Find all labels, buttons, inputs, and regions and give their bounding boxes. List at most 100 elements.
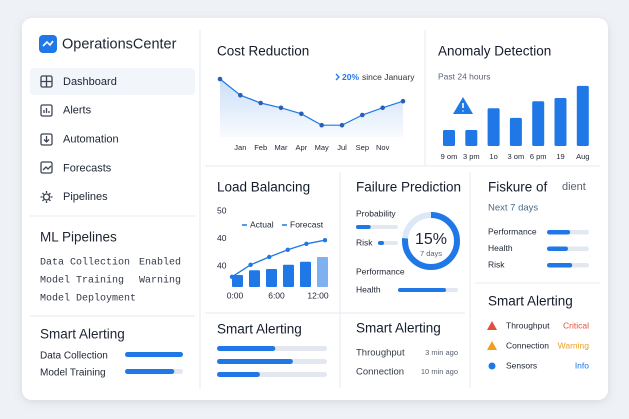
metric-label: Health bbox=[488, 243, 513, 253]
bar bbox=[356, 225, 371, 229]
bar bbox=[576, 85, 589, 146]
point bbox=[285, 247, 290, 252]
panel-title: Fiskure of bbox=[488, 180, 548, 195]
aside: dient bbox=[562, 181, 586, 193]
bar bbox=[465, 130, 478, 146]
pipeline-cell: Model Deployment bbox=[40, 293, 136, 305]
x-label: 12:00 bbox=[307, 290, 329, 300]
y-tick-label: 40 bbox=[217, 260, 227, 270]
panel-title: Smart Alerting bbox=[488, 294, 573, 309]
metric-label: Health bbox=[356, 284, 381, 294]
bar bbox=[266, 269, 277, 287]
bar bbox=[125, 352, 183, 357]
alert-label: Throughput bbox=[506, 320, 550, 330]
x-label: 0:00 bbox=[227, 290, 244, 300]
x-label: 19 bbox=[556, 152, 564, 161]
x-label: May bbox=[315, 143, 329, 152]
alert-label: Model Training bbox=[40, 368, 106, 379]
days: 7 days bbox=[420, 249, 442, 258]
alert-label: Data Collection bbox=[40, 351, 108, 362]
metric-label: Performance bbox=[356, 266, 405, 276]
alert-status: Critical bbox=[563, 320, 589, 330]
y-tick-label: 40 bbox=[217, 233, 227, 243]
point bbox=[278, 105, 284, 111]
alert-status: Warning bbox=[558, 340, 590, 350]
alert-label: Sensors bbox=[506, 360, 537, 370]
point bbox=[248, 262, 253, 267]
x-label: Jul bbox=[337, 143, 347, 152]
point bbox=[322, 238, 328, 243]
x-label: 6 pm bbox=[530, 152, 547, 161]
feed-label: Throughput bbox=[356, 348, 405, 359]
panel-title: Failure Prediction bbox=[356, 180, 461, 195]
y-tick-label: 50 bbox=[217, 205, 227, 215]
subtitle: Next 7 days bbox=[488, 203, 538, 214]
bar bbox=[249, 270, 260, 287]
point bbox=[229, 274, 235, 279]
x-label: 3 pm bbox=[463, 152, 480, 161]
point bbox=[267, 254, 272, 260]
panel-title: Anomaly Detection bbox=[438, 44, 551, 59]
change: 20% bbox=[342, 72, 359, 82]
point bbox=[319, 122, 324, 128]
bar bbox=[232, 275, 243, 287]
x-label: Aug bbox=[576, 152, 589, 161]
bar bbox=[217, 346, 276, 351]
bar bbox=[509, 117, 522, 146]
area bbox=[220, 79, 403, 137]
x-label: 1o bbox=[489, 152, 497, 161]
nav-icons bbox=[40, 75, 53, 203]
logo-icon bbox=[42, 40, 54, 47]
point bbox=[299, 111, 304, 117]
panel-title: Smart Alerting bbox=[356, 321, 441, 336]
status-icon bbox=[488, 362, 496, 370]
status-icon bbox=[487, 341, 497, 350]
bar bbox=[317, 257, 328, 287]
brand: OperationsCenter bbox=[62, 36, 177, 52]
bar bbox=[217, 372, 260, 377]
pipeline-cell: Data Collection bbox=[40, 257, 130, 269]
bar bbox=[300, 261, 311, 287]
feed-label: Connection bbox=[356, 367, 404, 378]
legend-label: Forecast bbox=[290, 219, 324, 229]
x-label: Apr bbox=[295, 143, 307, 152]
feed-time: 3 min ago bbox=[425, 348, 458, 357]
bar bbox=[547, 246, 568, 251]
legend-label: Actual bbox=[250, 219, 274, 229]
x-label: 6:00 bbox=[268, 290, 285, 300]
bar bbox=[487, 108, 500, 146]
bar bbox=[125, 369, 175, 374]
x-label: Mar bbox=[275, 143, 288, 152]
panel-title: Load Balancing bbox=[217, 180, 310, 195]
pipeline-cell: Enabled bbox=[139, 257, 181, 269]
nav-item[interactable]: Dashboard bbox=[63, 76, 117, 88]
bar bbox=[554, 98, 567, 146]
bar bbox=[547, 263, 573, 268]
ring bbox=[402, 212, 460, 270]
nav-item[interactable]: Forecasts bbox=[63, 162, 112, 174]
section-title: Smart Alerting bbox=[40, 327, 125, 342]
feed-time: 10 min ago bbox=[421, 367, 458, 376]
x-label: 9 om bbox=[441, 152, 458, 161]
x-label: Jan bbox=[234, 143, 246, 152]
nav-item[interactable]: Automation bbox=[63, 134, 119, 146]
panel-title: Smart Alerting bbox=[217, 322, 302, 337]
x-label: Feb bbox=[254, 143, 267, 152]
panel-title: Cost Reduction bbox=[217, 44, 309, 59]
point bbox=[339, 122, 345, 128]
line bbox=[219, 78, 404, 126]
nav-item[interactable]: Alerts bbox=[63, 105, 92, 117]
point bbox=[304, 241, 309, 246]
pipeline-cell: Warning bbox=[139, 275, 181, 287]
alert-status: Info bbox=[575, 360, 589, 370]
x-label: Nov bbox=[376, 143, 390, 152]
subtitle: Past 24 hours bbox=[438, 71, 490, 81]
nav-item[interactable]: Pipelines bbox=[63, 191, 108, 203]
section-title: ML Pipelines bbox=[40, 230, 117, 245]
point bbox=[217, 76, 223, 82]
bar bbox=[547, 230, 571, 235]
bar bbox=[283, 264, 294, 287]
metric-label: Risk bbox=[356, 237, 373, 247]
